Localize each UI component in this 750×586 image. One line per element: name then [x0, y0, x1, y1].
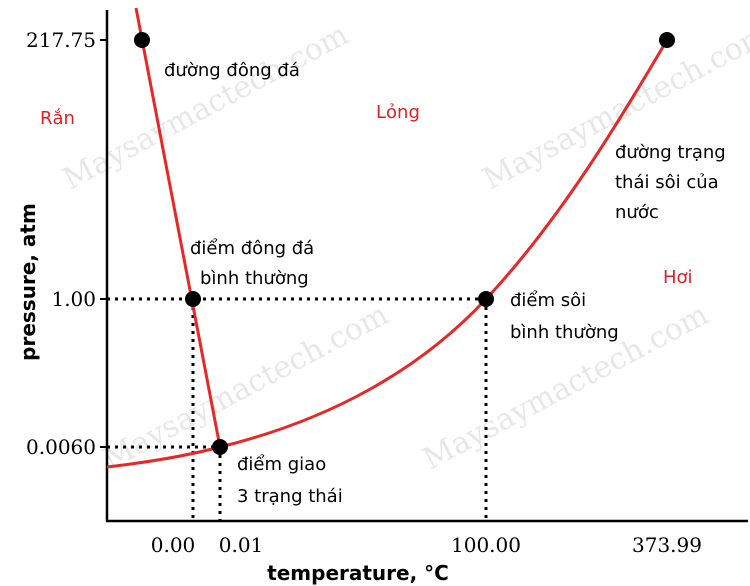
- x-axis-title: temperature, °C: [267, 561, 449, 585]
- y-axis-title: pressure, atm: [16, 203, 40, 361]
- triple-point-label-line1: điểm giao: [237, 454, 326, 475]
- sublimation-curve: [106, 445, 221, 469]
- freezing-curve-label: đường đông đá: [164, 60, 300, 81]
- point-triple: [212, 439, 228, 455]
- normal-boiling-label-line2: bình thường: [510, 322, 619, 343]
- triple-point-label-line2: 3 trạng thái: [237, 486, 343, 507]
- normal-boiling-label-line1: điểm sôi: [510, 290, 586, 311]
- region-solid-label: Rắn: [40, 108, 75, 129]
- point-normal-freezing: [185, 291, 201, 307]
- region-gas-label: Hơi: [663, 267, 693, 288]
- x-tick-label: 0.01: [219, 533, 264, 557]
- x-tick-label: 0.00: [151, 533, 196, 557]
- watermark: Maysaymactech.com: [97, 297, 394, 477]
- y-tick-label: 1.00: [51, 287, 96, 311]
- x-tick-label: 373.99: [632, 533, 702, 557]
- normal-freezing-label-line1: điểm đông đá: [190, 238, 314, 259]
- freezing-curve: [134, 7, 222, 448]
- point-normal-boiling: [478, 291, 494, 307]
- region-liquid-label: Lỏng: [376, 102, 420, 123]
- normal-freezing-label-line2: bình thường: [200, 268, 309, 289]
- boiling-curve-label-line1: đường trạng: [615, 142, 726, 163]
- watermark: Maysaymactech.com: [477, 17, 750, 197]
- point-critical: [659, 32, 675, 48]
- point-freezing-top: [134, 32, 150, 48]
- boiling-curve-label-line3: nước: [615, 202, 659, 223]
- y-tick-label: 217.75: [26, 28, 96, 52]
- boiling-curve-label-line2: thái sôi của: [615, 172, 719, 193]
- x-tick-label: 100.00: [451, 533, 521, 557]
- y-tick-label: 0.0060: [26, 435, 96, 459]
- watermark: Maysaymactech.com: [57, 17, 354, 197]
